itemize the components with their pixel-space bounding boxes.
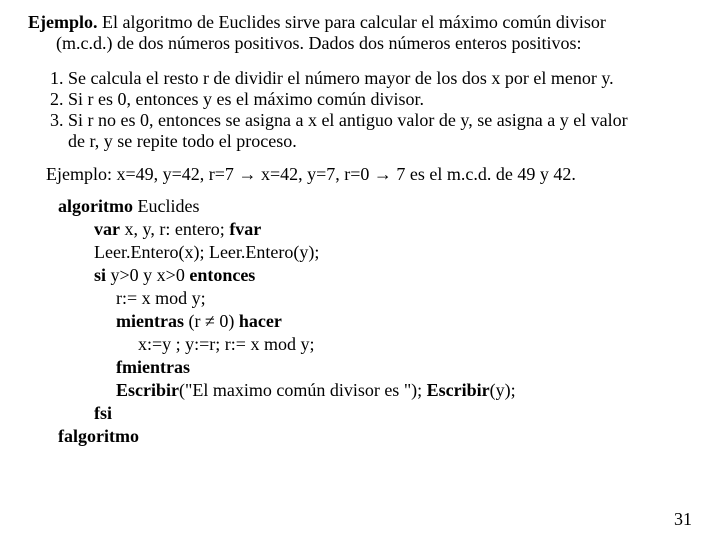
step-1: 1. Se calcula el resto r de dividir el n… xyxy=(50,68,692,89)
code-text: Euclides xyxy=(133,196,199,216)
code-line-6: mientras (r ≠ 0) hacer xyxy=(58,310,692,333)
example-trace: Ejemplo: x=49, y=42, r=7 → x=42, y=7, r=… xyxy=(28,164,692,185)
kw-mientras: mientras xyxy=(116,311,184,331)
code-line-5: r:= x mod y; xyxy=(58,287,692,310)
kw-si: si xyxy=(94,265,106,285)
intro-line-2: (m.c.d.) de dos números positivos. Dados… xyxy=(28,33,692,54)
kw-escribir: Escribir xyxy=(116,380,179,400)
intro-text-1: El algoritmo de Euclides sirve para calc… xyxy=(98,12,606,32)
step-2: 2. Si r es 0, entonces y es el máximo co… xyxy=(50,89,692,110)
kw-escribir: Escribir xyxy=(427,380,490,400)
code-line-1: algoritmo Euclides xyxy=(58,195,692,218)
pseudocode-block: algoritmo Euclides var x, y, r: entero; … xyxy=(28,195,692,448)
arrow-icon: → xyxy=(374,164,392,184)
kw-algoritmo: algoritmo xyxy=(58,196,133,216)
intro-line-1: Ejemplo. El algoritmo de Euclides sirve … xyxy=(28,12,692,33)
code-text: y>0 y x>0 xyxy=(106,265,189,285)
page-number: 31 xyxy=(674,509,692,530)
steps-list: 1. Se calcula el resto r de dividir el n… xyxy=(28,68,692,152)
kw-var: var xyxy=(94,219,120,239)
code-line-9: Escribir("El maximo común divisor es ");… xyxy=(58,379,692,402)
step-3-line-2: de r, y se repite todo el proceso. xyxy=(50,131,692,152)
code-line-4: si y>0 y x>0 entonces xyxy=(58,264,692,287)
example-mid: x=42, y=7, r=0 xyxy=(256,164,373,184)
slide-content: Ejemplo. El algoritmo de Euclides sirve … xyxy=(0,0,720,448)
step-3-line-1: 3. Si r no es 0, entonces se asigna a x … xyxy=(50,110,692,131)
arrow-icon: → xyxy=(238,164,256,184)
example-label: Ejemplo. xyxy=(28,12,98,32)
code-text: (r ≠ 0) xyxy=(184,311,239,331)
example-prefix: Ejemplo: x=49, y=42, r=7 xyxy=(46,164,238,184)
example-suffix: 7 es el m.c.d. de 49 y 42. xyxy=(392,164,576,184)
intro-paragraph: Ejemplo. El algoritmo de Euclides sirve … xyxy=(28,12,692,54)
code-line-8: fmientras xyxy=(58,356,692,379)
kw-hacer: hacer xyxy=(239,311,282,331)
code-line-11: falgoritmo xyxy=(58,425,692,448)
code-line-2: var x, y, r: entero; fvar xyxy=(58,218,692,241)
kw-entonces: entonces xyxy=(189,265,255,285)
code-line-7: x:=y ; y:=r; r:= x mod y; xyxy=(58,333,692,356)
code-text: x, y, r: entero; xyxy=(120,219,229,239)
code-text: (y); xyxy=(490,380,516,400)
code-line-3: Leer.Entero(x); Leer.Entero(y); xyxy=(58,241,692,264)
code-line-10: fsi xyxy=(58,402,692,425)
kw-fvar: fvar xyxy=(229,219,261,239)
code-text: ("El maximo común divisor es "); xyxy=(179,380,427,400)
